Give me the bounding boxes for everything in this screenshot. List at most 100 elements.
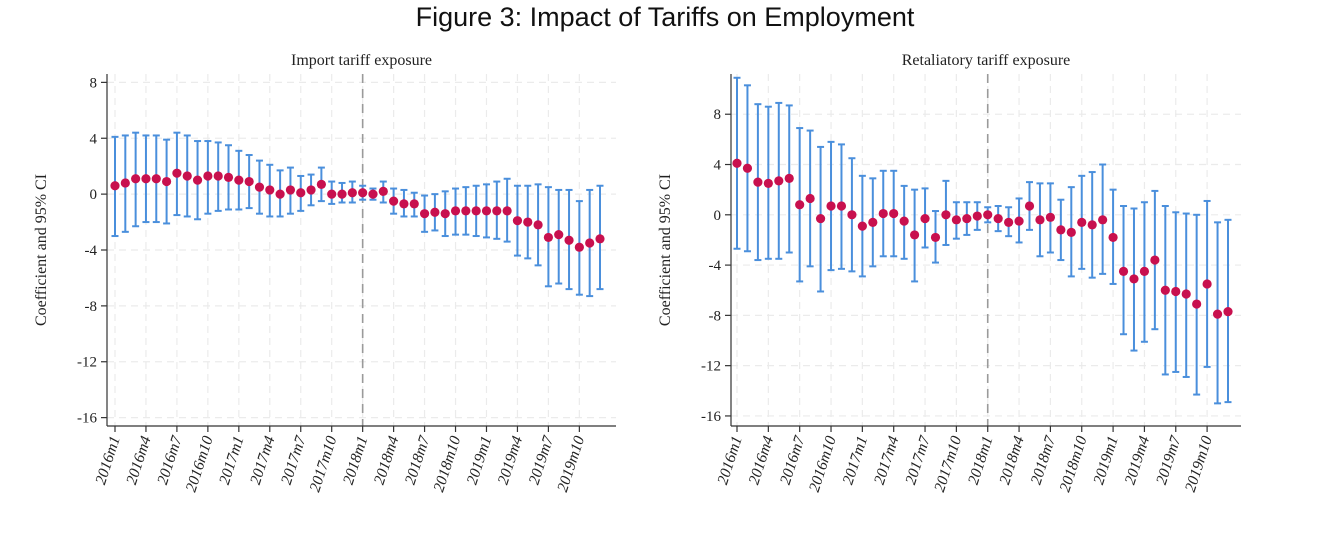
x-tick-label: 2017m4 (871, 434, 903, 487)
coefficient-point (742, 163, 753, 173)
coefficient-point (141, 174, 151, 184)
coefficient-point (450, 206, 461, 216)
coefficient-point (1181, 289, 1191, 299)
coefficient-point (564, 235, 574, 245)
coefficient-point (732, 158, 742, 168)
x-tick-label: 2016m10 (806, 434, 840, 494)
x-tick-label: 2018m10 (430, 434, 464, 494)
coefficient-point (358, 188, 368, 198)
figure-title: Figure 3: Impact of Tariffs on Employmen… (415, 2, 915, 32)
y-tick-label: 0 (714, 208, 722, 224)
coefficient-point (120, 178, 130, 188)
coefficient-point (512, 216, 523, 226)
coefficient-point (857, 221, 867, 231)
coefficient-point (523, 217, 533, 227)
coefficient-point (1192, 299, 1202, 309)
coefficient-point (409, 199, 419, 209)
x-tick-label: 2017m4 (247, 434, 279, 487)
x-tick-label: 2018m4 (996, 434, 1028, 487)
x-tick-label: 2016m7 (777, 433, 809, 487)
y-tick-label: 8 (90, 75, 98, 91)
coefficient-point (595, 234, 605, 244)
x-tick-label: 2016m1 (714, 434, 746, 487)
coefficient-point (784, 173, 794, 183)
x-tick-label: 2018m7 (1028, 433, 1060, 487)
coefficient-point (805, 193, 815, 204)
x-tick-label: 2019m1 (1090, 434, 1122, 487)
coefficient-point (306, 185, 316, 195)
coefficient-point (1202, 279, 1212, 289)
coefficient-point (878, 208, 888, 219)
y-tick-label: -16 (77, 411, 97, 427)
coefficient-point (223, 172, 234, 182)
coefficient-point (533, 220, 543, 230)
y-tick-label: -12 (77, 355, 97, 371)
coefficient-point (151, 174, 161, 184)
coefficient-point (378, 186, 388, 196)
coefficient-point (347, 188, 357, 198)
coefficient-point (972, 211, 982, 221)
coefficient-point (1035, 215, 1045, 225)
coefficient-point (1160, 285, 1170, 295)
coefficient-point (1014, 216, 1024, 226)
x-tick-label: 2019m4 (1122, 434, 1154, 487)
chart-panel-2: Retaliatory tariff exposure -16 -12 -8 -4 0 4 8… (657, 52, 1241, 494)
coefficient-point (213, 171, 223, 181)
coefficient-point (847, 210, 857, 220)
coefficient-point (941, 210, 951, 220)
x-tick-label: 2017m7 (902, 433, 934, 487)
coefficient-point (203, 171, 213, 181)
coefficient-point (161, 176, 172, 187)
coefficient-point (868, 217, 878, 227)
x-tick-label: 2016m4 (123, 434, 155, 487)
coefficient-point (492, 206, 502, 216)
x-tick-label: 2017m1 (840, 434, 872, 487)
coefficient-point (774, 176, 784, 186)
y-tick-label: 4 (714, 158, 722, 174)
coefficient-point (795, 200, 805, 210)
x-tick-label: 2016m4 (746, 434, 778, 487)
coefficient-point (192, 175, 203, 185)
coefficient-point (244, 176, 254, 187)
y-tick-label: -4 (85, 243, 98, 259)
coefficient-point (920, 213, 930, 224)
y-axis-title: Coefficient and 95% CI (657, 174, 674, 326)
coefficient-point (543, 232, 554, 243)
coefficient-point (440, 209, 450, 219)
x-tick-label: 2017m10 (307, 434, 341, 494)
x-tick-label: 2019m10 (554, 434, 588, 494)
coefficient-point (419, 209, 430, 219)
x-tick-label: 2017m1 (216, 434, 248, 487)
coefficient-point (1139, 266, 1150, 276)
coefficient-point (836, 201, 847, 211)
coefficient-point (1118, 266, 1129, 276)
coefficient-point (574, 242, 584, 252)
coefficient-point (815, 213, 826, 224)
coefficient-point (962, 213, 972, 224)
coefficient-point (930, 232, 941, 243)
coefficient-point (1045, 212, 1056, 222)
coefficient-point (461, 206, 471, 216)
coefficient-point (481, 206, 492, 216)
coefficient-point (389, 196, 399, 206)
y-tick-label: -16 (701, 409, 721, 425)
x-tick-label: 2016m10 (183, 434, 217, 494)
coefficient-point (889, 208, 899, 219)
coefficient-point (131, 174, 141, 184)
coefficient-point (1129, 274, 1139, 284)
coefficient-point (285, 185, 296, 195)
panel-title: Retaliatory tariff exposure (902, 52, 1071, 69)
coefficient-point (1212, 309, 1223, 319)
x-tick-label: 2018m1 (340, 434, 372, 487)
coefficient-point (1077, 217, 1087, 227)
coefficient-point (399, 199, 409, 209)
coefficient-point (368, 189, 378, 199)
y-tick-label: -12 (701, 359, 721, 375)
coefficient-point (585, 238, 595, 248)
coefficient-point (275, 189, 285, 199)
coefficient-point (993, 213, 1003, 224)
x-tick-label: 2016m7 (154, 433, 186, 487)
y-tick-label: -8 (85, 299, 98, 315)
coefficient-point (1056, 225, 1066, 235)
